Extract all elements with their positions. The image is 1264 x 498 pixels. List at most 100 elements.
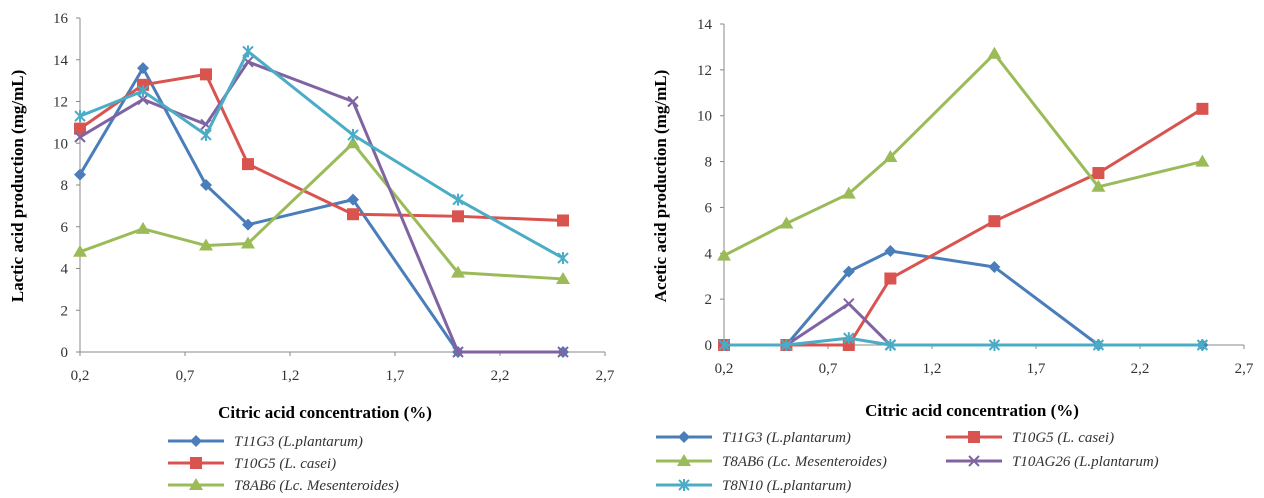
left-legend-marker bbox=[190, 435, 202, 447]
left-series-t8ab6 bbox=[73, 136, 570, 284]
left-x-tick-label: 0,7 bbox=[176, 368, 195, 384]
left-x-tick-label: 1,2 bbox=[281, 368, 300, 384]
left-point-t10ag26 bbox=[137, 93, 149, 106]
left-y-tick-label: 10 bbox=[53, 136, 68, 152]
left-point-t11g3 bbox=[74, 168, 86, 181]
right-y-tick-label: 12 bbox=[697, 63, 712, 79]
right-point-t8n10 bbox=[1196, 339, 1209, 351]
left-legend-item: T8AB6 (Lc. Mesenteroides) bbox=[168, 478, 399, 494]
left-y-tick-label: 8 bbox=[61, 178, 69, 194]
left-point-t8n10 bbox=[557, 252, 569, 265]
left-point-t8ab6 bbox=[556, 271, 570, 284]
right-legend-item: T10G5 (L. casei) bbox=[946, 430, 1114, 446]
right-legend-marker bbox=[678, 431, 690, 443]
right-y-tick-label: 4 bbox=[705, 246, 713, 262]
right-x-axis-title: Citric acid concentration (%) bbox=[865, 401, 1079, 420]
right-line-t10g5 bbox=[724, 107, 1204, 347]
right-legend-item: T8AB6 (Lc. Mesenteroides) bbox=[656, 454, 887, 470]
left-point-t10g5 bbox=[347, 208, 359, 221]
left-series-t10g5 bbox=[74, 68, 569, 227]
right-legend-item: T10AG26 (L.plantarum) bbox=[946, 454, 1159, 470]
right-point-t8ab6 bbox=[1091, 179, 1106, 192]
left-point-t10ag26 bbox=[347, 95, 359, 108]
left-point-t8n10 bbox=[242, 45, 254, 58]
left-point-t8n10 bbox=[74, 110, 86, 123]
chart-left: 0 2 4 6 8 10 12 14 16 0,2 0,7 1,2 1,7 2,2 2,7 Lactic … bbox=[8, 11, 615, 422]
left-legend-item: T10G5 (L. casei) bbox=[168, 456, 336, 472]
right-point-t8ab6 bbox=[717, 248, 731, 261]
left-point-t10g5 bbox=[452, 210, 464, 223]
right-legend-label: T11G3 (L.plantarum) bbox=[722, 430, 851, 446]
left-point-t8ab6 bbox=[73, 244, 87, 257]
left-legend-marker bbox=[190, 457, 202, 469]
right-series-t8ab6 bbox=[717, 46, 1210, 261]
right-legend-marker bbox=[677, 454, 691, 466]
left-legend-label: T10G5 (L. casei) bbox=[234, 456, 336, 472]
left-series-t11g3 bbox=[74, 62, 569, 358]
left-legend: T11G3 (L.plantarum) T10G5 (L. casei) T8AB6… bbox=[168, 434, 399, 494]
right-legend-item: T8N10 (L.plantarum) bbox=[656, 478, 851, 494]
right-y-tick-label: 2 bbox=[705, 292, 713, 308]
right-x-tick-label: 0,2 bbox=[715, 361, 734, 377]
right-point-t8n10 bbox=[843, 332, 855, 345]
right-legend-label: T10G5 (L. casei) bbox=[1012, 430, 1114, 446]
right-y-tick-label: 8 bbox=[705, 155, 713, 171]
right-point-t11g3 bbox=[842, 265, 855, 278]
right-legend-item: T11G3 (L.plantarum) bbox=[656, 430, 851, 446]
left-legend-marker bbox=[189, 478, 203, 490]
right-point-t10g5 bbox=[1092, 167, 1105, 180]
left-legend-item: T11G3 (L.plantarum) bbox=[168, 434, 363, 450]
right-x-tick-label: 1,7 bbox=[1027, 361, 1046, 377]
left-x-tick-label: 0,2 bbox=[71, 368, 90, 384]
right-x-tick-label: 1,2 bbox=[923, 361, 942, 377]
right-legend-marker bbox=[968, 455, 980, 467]
left-y-tick-label: 6 bbox=[61, 220, 69, 236]
right-point-t11g3 bbox=[988, 261, 1001, 274]
right-point-t10ag26 bbox=[843, 298, 855, 310]
left-point-t10g5 bbox=[200, 68, 212, 81]
left-y-axis-title: Lactic acid production (mg/mL) bbox=[8, 70, 27, 302]
left-x-axis-title: Citric acid concentration (%) bbox=[218, 403, 432, 422]
left-y-tick-label: 0 bbox=[61, 345, 69, 361]
right-point-t8n10 bbox=[988, 339, 1001, 351]
left-point-t8n10 bbox=[137, 85, 149, 98]
right-point-t10g5 bbox=[884, 272, 897, 285]
right-legend-label: T8AB6 (Lc. Mesenteroides) bbox=[722, 454, 887, 470]
left-point-t8ab6 bbox=[241, 236, 255, 249]
right-point-t8n10 bbox=[1092, 339, 1105, 351]
left-line-t8ab6 bbox=[79, 141, 564, 281]
left-point-t10g5 bbox=[557, 214, 569, 227]
right-point-t8ab6 bbox=[987, 46, 1002, 59]
right-series-t11g3 bbox=[718, 244, 1209, 351]
left-x-tick-label: 2,7 bbox=[596, 368, 615, 384]
left-point-t11g3 bbox=[347, 193, 359, 206]
left-legend-label: T11G3 (L.plantarum) bbox=[234, 434, 363, 450]
right-point-t8n10 bbox=[718, 339, 730, 351]
right-point-t8ab6 bbox=[841, 186, 856, 199]
right-y-tick-label: 14 bbox=[697, 17, 713, 33]
left-point-t11g3 bbox=[200, 179, 212, 191]
left-y-tick-label: 14 bbox=[53, 53, 69, 69]
right-legend-marker bbox=[968, 431, 980, 443]
right-x-tick-label: 0,7 bbox=[819, 361, 838, 377]
left-point-t8ab6 bbox=[136, 221, 150, 234]
right-y-axis-title: Acetic acid production (mg/mL) bbox=[651, 70, 670, 302]
right-y-tick-label: 10 bbox=[697, 109, 712, 125]
left-point-t8ab6 bbox=[346, 136, 360, 149]
left-point-t11g3 bbox=[242, 218, 254, 231]
left-legend-label: T8AB6 (Lc. Mesenteroides) bbox=[234, 478, 399, 494]
left-x-tick-label: 1,7 bbox=[386, 368, 405, 384]
left-point-t8n10 bbox=[347, 128, 359, 141]
right-legend: T11G3 (L.plantarum) T10G5 (L. casei) T8AB6… bbox=[656, 430, 1159, 494]
left-point-t11g3 bbox=[137, 62, 149, 75]
right-point-t8ab6 bbox=[779, 216, 794, 229]
left-point-t8n10 bbox=[452, 193, 464, 206]
right-line-t10ag26 bbox=[724, 302, 892, 347]
left-y-tick-label: 4 bbox=[61, 262, 69, 278]
left-y-tick-label: 12 bbox=[53, 95, 68, 111]
right-point-t8n10 bbox=[884, 339, 897, 351]
right-y-tick-label: 0 bbox=[705, 338, 713, 354]
right-point-t10g5 bbox=[988, 215, 1001, 228]
left-point-t8ab6 bbox=[199, 238, 213, 251]
